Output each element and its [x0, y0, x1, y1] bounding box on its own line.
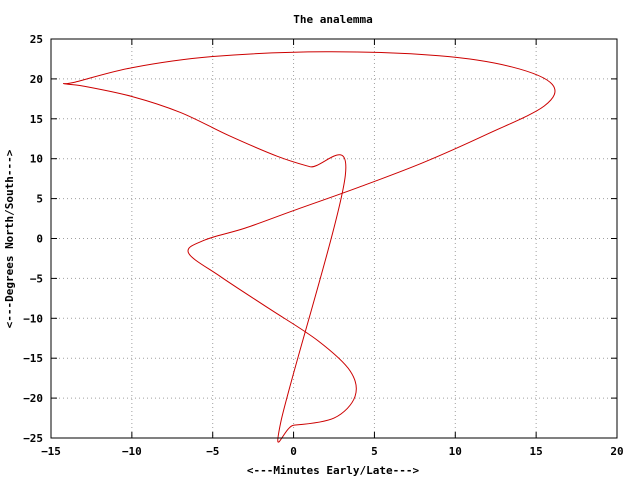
- x-tick-label: −15: [41, 445, 61, 458]
- y-tick-label: −20: [23, 392, 43, 405]
- y-tick-label: −10: [23, 312, 43, 325]
- y-tick-label: −25: [23, 432, 43, 445]
- y-tick-label: 15: [30, 113, 43, 126]
- y-tick-label: 20: [30, 73, 43, 86]
- x-tick-label: −5: [206, 445, 219, 458]
- x-tick-label: 15: [530, 445, 543, 458]
- y-tick-label: −5: [30, 272, 43, 285]
- y-axis-label: <---Degrees North/South--->: [3, 149, 16, 328]
- y-tick-label: −15: [23, 352, 43, 365]
- chart-title: The analemma: [293, 13, 372, 26]
- x-tick-label: 5: [371, 445, 378, 458]
- x-tick-label: 10: [449, 445, 462, 458]
- y-tick-label: 25: [30, 33, 43, 46]
- y-tick-label: 0: [36, 233, 43, 246]
- x-axis-label: <---Minutes Early/Late--->: [247, 464, 420, 477]
- y-tick-label: 5: [36, 193, 43, 206]
- y-tick-label: 10: [30, 153, 43, 166]
- analemma-curve: [63, 51, 556, 443]
- x-tick-label: 20: [610, 445, 623, 458]
- grid: [51, 39, 617, 438]
- tick-labels: −15 −10 −5 0 5 10 15 20 −25 −20 −15 −10 −5 0 5 10 15 20 25: [23, 33, 624, 458]
- plot-frame: [50, 38, 618, 439]
- x-tick-label: 0: [290, 445, 297, 458]
- x-tick-label: −10: [122, 445, 142, 458]
